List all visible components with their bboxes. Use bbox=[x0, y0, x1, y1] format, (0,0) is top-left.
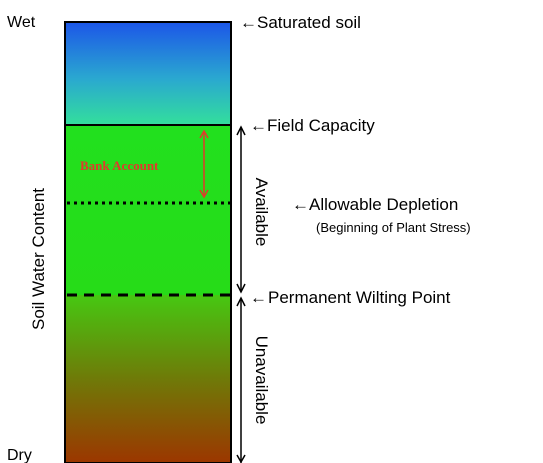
available-bracket: Available bbox=[236, 125, 271, 294]
unavailable-bracket-head-down bbox=[236, 454, 246, 463]
field-capacity-pointer: ← Field Capacity bbox=[250, 116, 375, 135]
field-capacity-arrow-glyph: ← bbox=[250, 116, 267, 135]
bank-account-label: Bank Account bbox=[80, 158, 159, 173]
soil-water-content-label: Soil Water Content bbox=[29, 188, 48, 330]
wet-label: Wet bbox=[7, 14, 36, 31]
available-zone bbox=[65, 125, 231, 295]
column-border bbox=[64, 21, 232, 463]
unavailable-bracket-head-up bbox=[236, 296, 246, 307]
allowable-depletion-pointer: ← Allowable Depletion (Beginning of Plan… bbox=[292, 195, 471, 235]
allowable-depletion-label: Allowable Depletion bbox=[309, 195, 458, 214]
unavailable-zone bbox=[65, 295, 231, 463]
unavailable-bracket: Unavailable bbox=[236, 296, 271, 463]
saturated-arrow-glyph: ← bbox=[240, 13, 257, 32]
allowable-depletion-arrow-glyph: ← bbox=[292, 195, 309, 214]
wilting-point-pointer: ← Permanent Wilting Point bbox=[250, 288, 451, 307]
bank-account-annotation: Bank Account bbox=[80, 129, 209, 199]
saturated-soil-label: Saturated soil bbox=[257, 13, 361, 32]
bank-account-arrow-head-down bbox=[199, 189, 209, 199]
saturated-pointer: ← Saturated soil bbox=[240, 13, 361, 32]
available-bracket-head-down bbox=[236, 283, 246, 294]
soil-column bbox=[64, 21, 232, 463]
unavailable-label: Unavailable bbox=[252, 336, 271, 425]
available-bracket-head-up bbox=[236, 125, 246, 136]
field-capacity-label: Field Capacity bbox=[267, 116, 375, 135]
bank-account-arrow-head-up bbox=[199, 129, 209, 139]
wilting-point-arrow-glyph: ← bbox=[250, 288, 267, 307]
saturated-zone bbox=[65, 22, 231, 125]
available-label: Available bbox=[252, 178, 271, 247]
allowable-depletion-note: (Beginning of Plant Stress) bbox=[316, 220, 471, 235]
dry-label: Dry bbox=[7, 447, 32, 463]
permanent-wilting-point-label: Permanent Wilting Point bbox=[268, 288, 451, 307]
